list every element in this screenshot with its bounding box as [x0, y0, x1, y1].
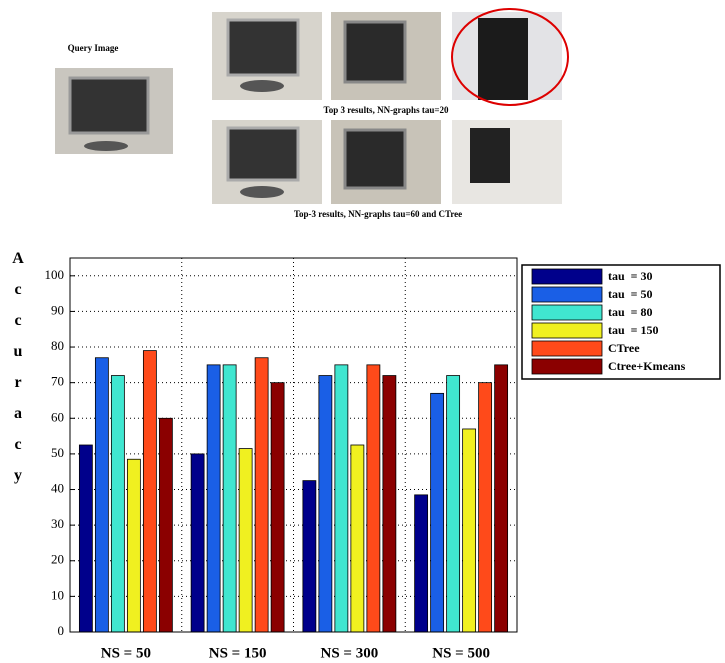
- bar: [383, 376, 396, 632]
- y-tick-label: 90: [51, 302, 64, 317]
- y-axis-label: Accuracy: [10, 250, 27, 498]
- y-tick-label: 10: [51, 587, 64, 602]
- result-photo: [331, 12, 441, 100]
- result-photo: [331, 120, 441, 204]
- y-tick-label: 50: [51, 445, 64, 460]
- bar: [111, 376, 124, 632]
- legend-swatch: [532, 269, 602, 284]
- bar: [319, 376, 332, 632]
- bar: [351, 445, 364, 632]
- bar: [495, 365, 508, 632]
- bar: [271, 383, 284, 632]
- bar: [367, 365, 380, 632]
- bar: [207, 365, 220, 632]
- bar: [191, 454, 204, 632]
- y-tick-label: 40: [51, 481, 64, 496]
- y-tick-label: 30: [51, 516, 64, 531]
- bar: [143, 351, 156, 632]
- y-tick-label: 80: [51, 338, 64, 353]
- y-tick-label: 60: [51, 409, 64, 424]
- bar: [447, 376, 460, 632]
- bar: [127, 459, 140, 632]
- bar: [335, 365, 348, 632]
- legend-swatch: [532, 323, 602, 338]
- result-photo: [212, 120, 322, 204]
- legend-label: tau = 30: [608, 269, 653, 283]
- result-photo: [452, 120, 562, 204]
- bar: [303, 481, 316, 632]
- y-tick-label: 100: [45, 267, 65, 282]
- bar: [159, 418, 172, 632]
- x-tick-label: NS = 50: [101, 645, 151, 661]
- bar: [415, 495, 428, 632]
- bar: [255, 358, 268, 632]
- legend-label: tau = 50: [608, 287, 653, 301]
- bar: [479, 383, 492, 632]
- bar: [463, 429, 476, 632]
- legend-swatch: [532, 287, 602, 302]
- bar: [95, 358, 108, 632]
- result-photo: [452, 12, 562, 100]
- photos: [55, 9, 568, 204]
- y-tick-label: 0: [58, 623, 65, 638]
- legend-swatch: [532, 341, 602, 356]
- x-tick-label: NS = 500: [432, 645, 490, 661]
- legend-swatch: [532, 359, 602, 374]
- bar: [79, 445, 92, 632]
- query-photo: [55, 68, 173, 154]
- x-tick-label: NS = 150: [209, 645, 267, 661]
- caption: Top-3 results, NN-graphs tau=60 and CTre…: [294, 209, 462, 219]
- legend-label: CTree: [608, 341, 640, 355]
- y-tick-label: 70: [51, 374, 64, 389]
- result-photo: [212, 12, 322, 100]
- legend-swatch: [532, 305, 602, 320]
- bar: [239, 449, 252, 632]
- figure: Query Image Top 3 results, NN-graphs tau…: [0, 0, 725, 663]
- bar: [223, 365, 236, 632]
- legend-label: tau = 150: [608, 323, 659, 337]
- query-label: Query Image: [68, 43, 119, 53]
- y-tick-label: 20: [51, 552, 64, 567]
- legend-label: Ctree+Kmeans: [608, 359, 686, 373]
- caption: Top 3 results, NN-graphs tau=20: [324, 105, 449, 115]
- bar: [431, 393, 444, 632]
- x-tick-label: NS = 300: [321, 645, 379, 661]
- legend-label: tau = 80: [608, 305, 653, 319]
